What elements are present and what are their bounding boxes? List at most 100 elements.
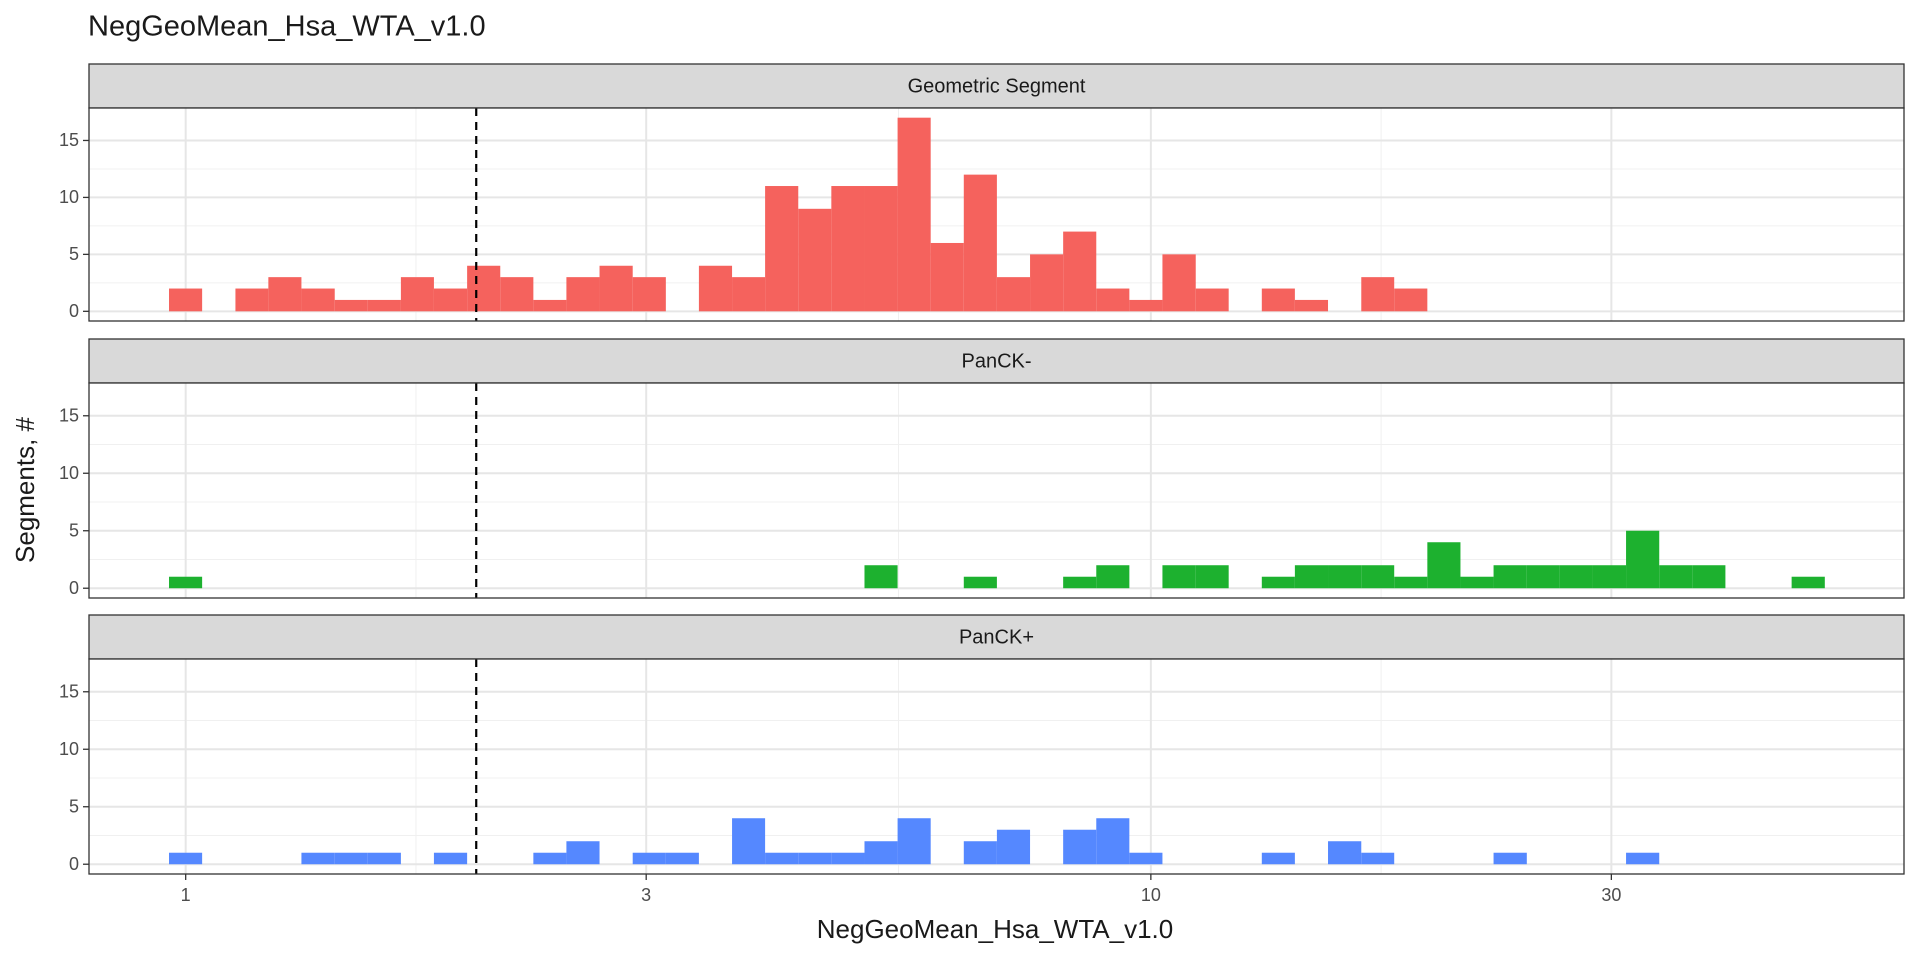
histogram-bar: [467, 265, 501, 312]
histogram-bar: [1361, 277, 1395, 312]
histogram-bar: [1294, 565, 1329, 589]
histogram-bar: [500, 277, 534, 312]
y-tick-label: 10: [59, 739, 79, 759]
histogram-bar: [996, 829, 1031, 865]
y-tick-label: 15: [59, 682, 79, 702]
x-tick-label: 1: [181, 885, 191, 905]
panel-border: [88, 382, 1905, 599]
histogram-bar: [732, 818, 766, 865]
histogram-bar: [533, 299, 567, 312]
histogram-bar: [698, 265, 733, 312]
histogram-bar: [1129, 852, 1163, 865]
histogram-bar: [1692, 565, 1726, 589]
histogram-bar: [301, 852, 335, 865]
histogram-bar: [897, 117, 931, 312]
histogram-bar: [1526, 565, 1560, 589]
x-tick-label: 10: [1141, 885, 1161, 905]
histogram-bar: [765, 852, 799, 865]
histogram-bar: [963, 174, 997, 312]
y-tick-label: 0: [69, 578, 79, 598]
histogram-bar: [334, 852, 368, 865]
histogram-bar: [864, 186, 898, 312]
histogram-bar: [864, 565, 898, 589]
histogram-bar: [1559, 565, 1593, 589]
histogram-bar: [400, 277, 434, 312]
histogram-bar: [765, 186, 799, 312]
x-tick-label: 30: [1601, 885, 1621, 905]
histogram-bar: [1096, 565, 1130, 589]
histogram-bar: [632, 277, 666, 312]
panel-border: [88, 658, 1905, 875]
histogram-bar: [169, 852, 203, 865]
y-tick-label: 10: [59, 187, 79, 207]
y-tick-label: 5: [69, 244, 79, 264]
histogram-bar: [1063, 829, 1097, 865]
panel-background: [89, 659, 1904, 874]
histogram-bar: [996, 277, 1031, 312]
histogram-bar: [268, 277, 302, 312]
histogram-bar: [1162, 565, 1196, 589]
histogram-bar: [1328, 841, 1362, 865]
strip: [88, 614, 1905, 660]
histogram-bar: [169, 288, 203, 312]
y-tick-label: 0: [69, 854, 79, 874]
histogram-bar: [963, 841, 997, 865]
y-tick-label: 15: [59, 130, 79, 150]
histogram-bar: [963, 576, 997, 589]
histogram-bar: [1063, 231, 1097, 312]
histogram-bar: [235, 288, 269, 312]
histogram-bar: [1394, 576, 1428, 589]
histogram-bar: [1195, 565, 1229, 589]
histogram-bar: [367, 299, 401, 312]
histogram-bar: [1592, 565, 1627, 589]
histogram-bar: [1129, 299, 1163, 312]
histogram-bar: [334, 299, 368, 312]
strip-label: Geometric Segment: [908, 75, 1086, 97]
histogram-bar: [433, 288, 468, 312]
histogram-bar: [1261, 852, 1295, 865]
y-axis-label: Segments, #: [10, 416, 40, 563]
histogram-bar: [1195, 288, 1229, 312]
histogram-bar: [864, 841, 898, 865]
y-tick-label: 10: [59, 463, 79, 483]
histogram-bar: [1294, 299, 1329, 312]
histogram-bar: [1427, 542, 1461, 589]
histogram-bar: [1063, 576, 1097, 589]
histogram-bar: [1626, 530, 1660, 589]
histogram-bar: [1096, 818, 1130, 865]
panel-border: [88, 107, 1905, 322]
histogram-bar: [433, 852, 468, 865]
histogram-bar: [1328, 565, 1362, 589]
histogram-bar: [1626, 852, 1660, 865]
histogram-bar: [632, 852, 666, 865]
strip: [88, 338, 1905, 384]
histogram-bar: [566, 841, 600, 865]
y-tick-label: 5: [69, 796, 79, 816]
histogram-bar: [301, 288, 335, 312]
strip-label: PanCK-: [961, 350, 1031, 372]
chart-title: NegGeoMean_Hsa_WTA_v1.0: [88, 11, 486, 43]
histogram-bar: [897, 818, 931, 865]
strip-label: PanCK+: [959, 626, 1034, 648]
histogram-bar: [1394, 288, 1428, 312]
histogram-bar: [1261, 288, 1295, 312]
histogram-bar: [732, 277, 766, 312]
histogram-bar: [665, 852, 699, 865]
histogram-bar: [533, 852, 567, 865]
histogram-bar: [1460, 576, 1494, 589]
histogram-bar: [599, 265, 633, 312]
histogram-bar: [1791, 576, 1825, 589]
histogram-bar: [1261, 576, 1295, 589]
x-axis-label: NegGeoMean_Hsa_WTA_v1.0: [817, 914, 1173, 944]
histogram-bar: [1659, 565, 1693, 589]
histogram-bar: [831, 852, 865, 865]
histogram-bar: [1162, 254, 1196, 312]
y-tick-label: 5: [69, 520, 79, 540]
histogram-bar: [1493, 852, 1527, 865]
histogram-bar: [1361, 852, 1395, 865]
histogram-bar: [1096, 288, 1130, 312]
x-tick-label: 3: [641, 885, 651, 905]
panel-background: [89, 383, 1904, 598]
histogram-bar: [169, 576, 203, 589]
